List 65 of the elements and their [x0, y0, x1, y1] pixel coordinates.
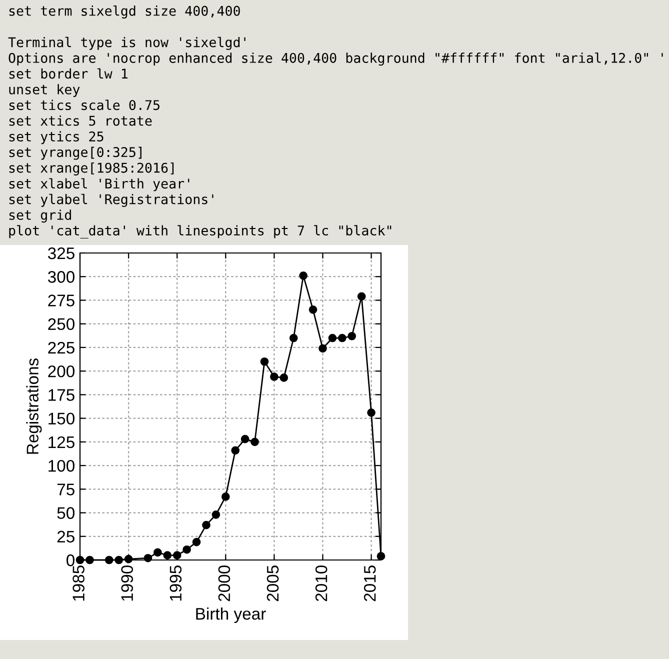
text: set xlabel 'Birth year'	[9, 178, 190, 192]
point	[231, 446, 240, 455]
x-tick-label: 2015	[364, 566, 376, 602]
text: set yrange[0:325]	[9, 146, 142, 160]
point	[367, 408, 376, 417]
point	[260, 357, 269, 366]
point	[280, 374, 288, 382]
text: set term sixelgd size 400,400	[9, 5, 240, 19]
x-tick-label: 1990	[121, 566, 134, 601]
y-tick-label: 200	[48, 365, 74, 378]
point	[182, 545, 191, 554]
point	[299, 272, 308, 280]
y-tick-label: 0	[66, 554, 74, 566]
x-tick-label: 1985	[72, 566, 84, 601]
point	[240, 434, 250, 444]
y-tick-label: 225	[48, 342, 74, 354]
point	[270, 372, 278, 381]
point	[348, 332, 356, 340]
y-tick-label: 325	[48, 247, 74, 260]
text: set xrange[1985:2016]	[9, 162, 174, 176]
point	[114, 556, 124, 564]
x-axis-title: Birth year	[196, 607, 266, 624]
text: set xtics 5 rotate	[9, 115, 152, 126]
y-tick-label: 50	[57, 507, 74, 519]
point	[357, 292, 366, 301]
point	[318, 344, 327, 353]
point	[104, 556, 114, 564]
point	[192, 538, 201, 546]
point	[144, 554, 152, 562]
point	[328, 334, 337, 342]
text: Options are 'nocrop enhanced size 400,400 background "#ffffff" font "arial,12.0" '	[8, 52, 663, 66]
point	[338, 334, 346, 342]
y-tick-label: 275	[48, 294, 74, 306]
text: Terminal type is now 'sixelgd'	[8, 36, 246, 50]
point	[163, 551, 172, 560]
y-tick-label: 25	[57, 530, 74, 543]
point	[289, 334, 298, 342]
point	[154, 548, 162, 557]
text: set border lw 1	[9, 68, 128, 79]
text: set ytics 25	[9, 131, 104, 144]
point	[202, 520, 210, 530]
y-tick-label: 300	[48, 271, 74, 283]
text: set grid	[9, 210, 71, 223]
point	[86, 556, 94, 564]
text: set tics scale 0.75	[9, 100, 160, 110]
point	[250, 438, 259, 446]
y-tick-label: 100	[48, 460, 74, 472]
point	[221, 492, 230, 501]
x-tick-label: 2010	[315, 566, 328, 602]
point	[172, 551, 182, 560]
point	[308, 306, 318, 314]
y-tick-label: 150	[48, 412, 74, 425]
x-tick-label: 1995	[170, 566, 182, 601]
x-tick-label: 2000	[218, 566, 230, 602]
y-tick-label: 75	[57, 484, 74, 496]
point	[124, 554, 133, 564]
y-tick-label: 250	[48, 318, 74, 330]
text: unset key	[9, 84, 80, 97]
y-tick-label: 175	[48, 389, 74, 401]
y-tick-label: 125	[48, 436, 74, 448]
y-axis-title: Registrations	[26, 358, 42, 454]
text: plot 'cat_data' with linespoints pt 7 lc "black"	[9, 225, 392, 238]
point	[212, 510, 220, 519]
x-tick-label: 2005	[266, 566, 279, 602]
text: set ylabel 'Registrations'	[9, 194, 214, 207]
